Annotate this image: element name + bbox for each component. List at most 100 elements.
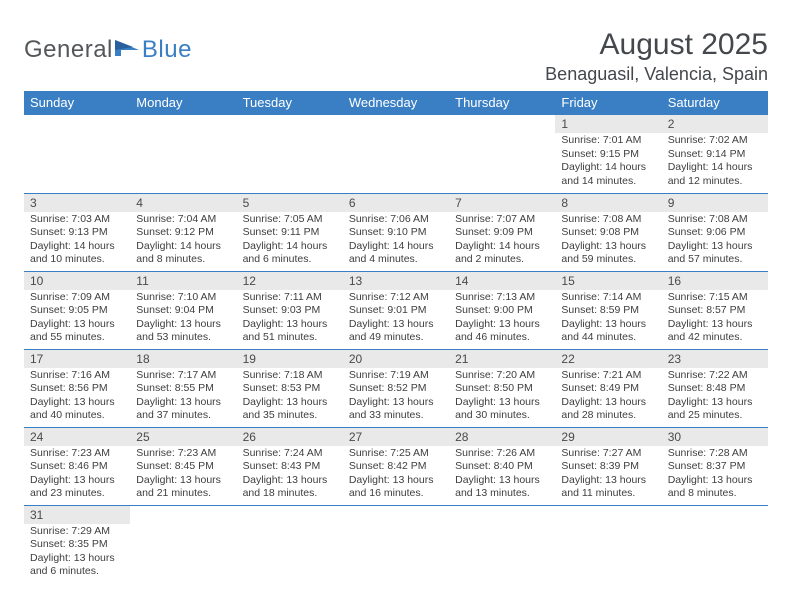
weekday-header: Friday [555, 91, 661, 115]
day-number: 9 [662, 194, 768, 212]
calendar-cell: 27Sunrise: 7:25 AMSunset: 8:42 PMDayligh… [343, 427, 449, 505]
calendar-cell [343, 505, 449, 583]
flag-icon [115, 38, 141, 63]
calendar-cell: 25Sunrise: 7:23 AMSunset: 8:45 PMDayligh… [130, 427, 236, 505]
calendar-row: 3Sunrise: 7:03 AMSunset: 9:13 PMDaylight… [24, 193, 768, 271]
day-data: Sunrise: 7:28 AMSunset: 8:37 PMDaylight:… [662, 446, 768, 503]
day-number: 25 [130, 428, 236, 446]
day-data: Sunrise: 7:07 AMSunset: 9:09 PMDaylight:… [449, 212, 555, 269]
calendar-cell: 14Sunrise: 7:13 AMSunset: 9:00 PMDayligh… [449, 271, 555, 349]
calendar-cell: 23Sunrise: 7:22 AMSunset: 8:48 PMDayligh… [662, 349, 768, 427]
day-number: 15 [555, 272, 661, 290]
day-number: 13 [343, 272, 449, 290]
day-data: Sunrise: 7:05 AMSunset: 9:11 PMDaylight:… [237, 212, 343, 269]
page-title: August 2025 [545, 28, 768, 62]
day-data: Sunrise: 7:20 AMSunset: 8:50 PMDaylight:… [449, 368, 555, 425]
calendar-cell: 10Sunrise: 7:09 AMSunset: 9:05 PMDayligh… [24, 271, 130, 349]
calendar-cell: 4Sunrise: 7:04 AMSunset: 9:12 PMDaylight… [130, 193, 236, 271]
day-number: 21 [449, 350, 555, 368]
day-number: 10 [24, 272, 130, 290]
calendar-cell: 20Sunrise: 7:19 AMSunset: 8:52 PMDayligh… [343, 349, 449, 427]
weekday-header: Monday [130, 91, 236, 115]
weekday-header-row: Sunday Monday Tuesday Wednesday Thursday… [24, 91, 768, 115]
day-number: 19 [237, 350, 343, 368]
day-number: 22 [555, 350, 661, 368]
logo-text-blue: Blue [142, 36, 192, 64]
calendar-cell [555, 505, 661, 583]
day-data: Sunrise: 7:02 AMSunset: 9:14 PMDaylight:… [662, 133, 768, 190]
calendar-cell: 29Sunrise: 7:27 AMSunset: 8:39 PMDayligh… [555, 427, 661, 505]
calendar-cell: 28Sunrise: 7:26 AMSunset: 8:40 PMDayligh… [449, 427, 555, 505]
day-number: 4 [130, 194, 236, 212]
calendar-cell: 7Sunrise: 7:07 AMSunset: 9:09 PMDaylight… [449, 193, 555, 271]
day-data: Sunrise: 7:11 AMSunset: 9:03 PMDaylight:… [237, 290, 343, 347]
day-data: Sunrise: 7:04 AMSunset: 9:12 PMDaylight:… [130, 212, 236, 269]
weekday-header: Saturday [662, 91, 768, 115]
day-number: 26 [237, 428, 343, 446]
day-number: 31 [24, 506, 130, 524]
day-data: Sunrise: 7:01 AMSunset: 9:15 PMDaylight:… [555, 133, 661, 190]
calendar-row: 24Sunrise: 7:23 AMSunset: 8:46 PMDayligh… [24, 427, 768, 505]
day-number: 17 [24, 350, 130, 368]
day-number: 18 [130, 350, 236, 368]
day-number: 28 [449, 428, 555, 446]
day-data: Sunrise: 7:27 AMSunset: 8:39 PMDaylight:… [555, 446, 661, 503]
logo: General Blue [24, 36, 192, 64]
day-number: 29 [555, 428, 661, 446]
calendar-cell: 12Sunrise: 7:11 AMSunset: 9:03 PMDayligh… [237, 271, 343, 349]
day-data: Sunrise: 7:08 AMSunset: 9:06 PMDaylight:… [662, 212, 768, 269]
calendar-cell [24, 115, 130, 193]
day-number: 12 [237, 272, 343, 290]
day-number: 7 [449, 194, 555, 212]
calendar-cell: 24Sunrise: 7:23 AMSunset: 8:46 PMDayligh… [24, 427, 130, 505]
calendar-row: 17Sunrise: 7:16 AMSunset: 8:56 PMDayligh… [24, 349, 768, 427]
calendar-cell: 2Sunrise: 7:02 AMSunset: 9:14 PMDaylight… [662, 115, 768, 193]
day-data: Sunrise: 7:26 AMSunset: 8:40 PMDaylight:… [449, 446, 555, 503]
calendar-cell: 1Sunrise: 7:01 AMSunset: 9:15 PMDaylight… [555, 115, 661, 193]
weekday-header: Tuesday [237, 91, 343, 115]
day-data: Sunrise: 7:22 AMSunset: 8:48 PMDaylight:… [662, 368, 768, 425]
location: Benaguasil, Valencia, Spain [545, 64, 768, 85]
day-number: 14 [449, 272, 555, 290]
day-data: Sunrise: 7:13 AMSunset: 9:00 PMDaylight:… [449, 290, 555, 347]
calendar-cell: 8Sunrise: 7:08 AMSunset: 9:08 PMDaylight… [555, 193, 661, 271]
calendar-cell: 21Sunrise: 7:20 AMSunset: 8:50 PMDayligh… [449, 349, 555, 427]
calendar-cell: 3Sunrise: 7:03 AMSunset: 9:13 PMDaylight… [24, 193, 130, 271]
day-number: 2 [662, 115, 768, 133]
day-data: Sunrise: 7:14 AMSunset: 8:59 PMDaylight:… [555, 290, 661, 347]
calendar-cell [237, 505, 343, 583]
calendar-row: 1Sunrise: 7:01 AMSunset: 9:15 PMDaylight… [24, 115, 768, 193]
calendar-table: Sunday Monday Tuesday Wednesday Thursday… [24, 91, 768, 583]
day-number: 24 [24, 428, 130, 446]
header: General Blue August 2025 Benaguasil, Val… [24, 28, 768, 85]
day-data: Sunrise: 7:21 AMSunset: 8:49 PMDaylight:… [555, 368, 661, 425]
calendar-cell: 5Sunrise: 7:05 AMSunset: 9:11 PMDaylight… [237, 193, 343, 271]
day-number: 30 [662, 428, 768, 446]
weekday-header: Thursday [449, 91, 555, 115]
weekday-header: Wednesday [343, 91, 449, 115]
calendar-cell: 11Sunrise: 7:10 AMSunset: 9:04 PMDayligh… [130, 271, 236, 349]
day-number: 16 [662, 272, 768, 290]
calendar-row: 10Sunrise: 7:09 AMSunset: 9:05 PMDayligh… [24, 271, 768, 349]
day-data: Sunrise: 7:09 AMSunset: 9:05 PMDaylight:… [24, 290, 130, 347]
day-data: Sunrise: 7:23 AMSunset: 8:46 PMDaylight:… [24, 446, 130, 503]
calendar-cell: 18Sunrise: 7:17 AMSunset: 8:55 PMDayligh… [130, 349, 236, 427]
day-data: Sunrise: 7:06 AMSunset: 9:10 PMDaylight:… [343, 212, 449, 269]
day-data: Sunrise: 7:19 AMSunset: 8:52 PMDaylight:… [343, 368, 449, 425]
day-number: 20 [343, 350, 449, 368]
day-data: Sunrise: 7:03 AMSunset: 9:13 PMDaylight:… [24, 212, 130, 269]
day-number: 27 [343, 428, 449, 446]
day-data: Sunrise: 7:12 AMSunset: 9:01 PMDaylight:… [343, 290, 449, 347]
calendar-cell [343, 115, 449, 193]
calendar-cell: 22Sunrise: 7:21 AMSunset: 8:49 PMDayligh… [555, 349, 661, 427]
day-number: 11 [130, 272, 236, 290]
day-data: Sunrise: 7:10 AMSunset: 9:04 PMDaylight:… [130, 290, 236, 347]
day-data: Sunrise: 7:23 AMSunset: 8:45 PMDaylight:… [130, 446, 236, 503]
day-number: 6 [343, 194, 449, 212]
calendar-cell: 17Sunrise: 7:16 AMSunset: 8:56 PMDayligh… [24, 349, 130, 427]
day-data: Sunrise: 7:25 AMSunset: 8:42 PMDaylight:… [343, 446, 449, 503]
calendar-cell: 6Sunrise: 7:06 AMSunset: 9:10 PMDaylight… [343, 193, 449, 271]
day-number: 8 [555, 194, 661, 212]
calendar-cell: 26Sunrise: 7:24 AMSunset: 8:43 PMDayligh… [237, 427, 343, 505]
day-data: Sunrise: 7:08 AMSunset: 9:08 PMDaylight:… [555, 212, 661, 269]
